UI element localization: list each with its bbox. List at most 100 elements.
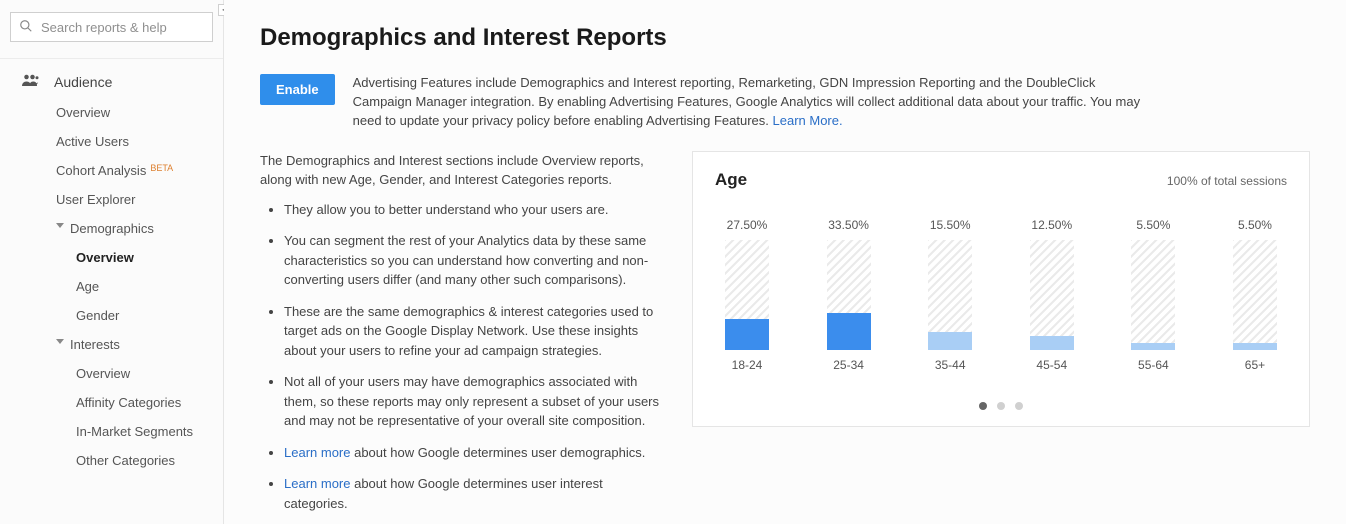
sidebar-item-label: Overview <box>76 366 130 381</box>
bar-percent-label: 27.50% <box>727 218 768 232</box>
bullet-link[interactable]: Learn more <box>284 445 350 460</box>
bar-track <box>928 240 972 350</box>
nav-list: Overview Active Users Cohort AnalysisBETA U… <box>0 98 223 475</box>
enable-button[interactable]: Enable <box>260 74 335 105</box>
search-input[interactable] <box>41 20 204 35</box>
sidebar-item-label: Overview <box>76 250 134 265</box>
search-icon <box>19 19 33 36</box>
bar-percent-label: 33.50% <box>828 218 869 232</box>
enable-description: Advertising Features include Demographic… <box>353 74 1143 131</box>
feature-list-item: You can segment the rest of your Analyti… <box>284 231 660 290</box>
feature-list-item: These are the same demographics & intere… <box>284 302 660 361</box>
bullet-text: You can segment the rest of your Analyti… <box>284 233 648 287</box>
bar-track <box>1131 240 1175 350</box>
sidebar: ◂ Audience OverviewActive UsersCohort An… <box>0 0 224 524</box>
chart-bars-row: 27.50% 18-24 33.50% 25-34 15.50% 35-44 12.50% 4… <box>715 218 1287 372</box>
chart-title: Age <box>715 170 747 190</box>
bar-category-label: 35-44 <box>935 358 966 372</box>
bar-category-label: 18-24 <box>732 358 763 372</box>
nav-section-audience[interactable]: Audience <box>0 59 223 98</box>
search-box[interactable] <box>10 12 213 42</box>
sidebar-item-active-users[interactable]: Active Users <box>0 127 223 156</box>
bar-category-label: 55-64 <box>1138 358 1169 372</box>
bullet-text: These are the same demographics & intere… <box>284 304 653 358</box>
chevron-down-icon <box>56 223 64 228</box>
chevron-down-icon <box>56 339 64 344</box>
sidebar-item-overview[interactable]: Overview <box>0 98 223 127</box>
bullet-text: Not all of your users may have demograph… <box>284 374 659 428</box>
page-title: Demographics and Interest Reports <box>260 24 1310 52</box>
enable-desc-text: Advertising Features include Demographic… <box>353 75 1140 128</box>
feature-list-item: Not all of your users may have demograph… <box>284 372 660 431</box>
bar-category-label: 25-34 <box>833 358 864 372</box>
bar-track <box>725 240 769 350</box>
chart-bar-35-44: 15.50% 35-44 <box>926 218 974 372</box>
bullet-text: They allow you to better understand who … <box>284 202 608 217</box>
chart-header: Age 100% of total sessions <box>715 170 1287 190</box>
chart-bar-55-64: 5.50% 55-64 <box>1129 218 1177 372</box>
sidebar-item-demographics[interactable]: Demographics <box>0 214 223 243</box>
bar-category-label: 45-54 <box>1036 358 1067 372</box>
chart-bar-45-54: 12.50% 45-54 <box>1028 218 1076 372</box>
sidebar-subitem-other-categories[interactable]: Other Categories <box>0 446 223 475</box>
nav-section-label: Audience <box>54 74 112 90</box>
chart-bar-18-24: 27.50% 18-24 <box>723 218 771 372</box>
sidebar-item-cohort-analysis[interactable]: Cohort AnalysisBETA <box>0 156 223 185</box>
bar-fill <box>1233 343 1277 349</box>
learn-more-link[interactable]: Learn More. <box>773 113 843 128</box>
chart-bar-25-34: 33.50% 25-34 <box>825 218 873 372</box>
sidebar-item-label: Active Users <box>56 134 129 149</box>
main-content: Demographics and Interest Reports Enable… <box>224 0 1346 524</box>
intro-paragraph: The Demographics and Interest sections i… <box>260 151 660 190</box>
sidebar-subitem-affinity-categories[interactable]: Affinity Categories <box>0 388 223 417</box>
bar-percent-label: 12.50% <box>1031 218 1072 232</box>
bullet-text: about how Google determines user demogra… <box>350 445 645 460</box>
sidebar-subitem-age[interactable]: Age <box>0 272 223 301</box>
sidebar-item-label: Other Categories <box>76 453 175 468</box>
chart-pager <box>715 402 1287 410</box>
pager-dot-2[interactable] <box>1015 402 1023 410</box>
feature-list-item: They allow you to better understand who … <box>284 200 660 220</box>
sidebar-item-label: Cohort Analysis <box>56 163 146 178</box>
bar-fill <box>1030 336 1074 350</box>
sidebar-subitem-overview[interactable]: Overview <box>0 359 223 388</box>
sidebar-subitem-overview[interactable]: Overview <box>0 243 223 272</box>
feature-list-item: Learn more about how Google determines u… <box>284 443 660 463</box>
content-row: The Demographics and Interest sections i… <box>260 151 1310 524</box>
search-wrap <box>0 0 223 59</box>
feature-list: They allow you to better understand who … <box>260 200 660 524</box>
bar-fill <box>725 319 769 349</box>
bar-percent-label: 5.50% <box>1136 218 1170 232</box>
sidebar-subitem-gender[interactable]: Gender <box>0 301 223 330</box>
bar-track <box>1233 240 1277 350</box>
sidebar-item-label: Gender <box>76 308 119 323</box>
bar-percent-label: 15.50% <box>930 218 971 232</box>
sidebar-item-label: Overview <box>56 105 110 120</box>
chart-subtitle: 100% of total sessions <box>1167 174 1287 188</box>
pager-dot-1[interactable] <box>997 402 1005 410</box>
pager-dot-0[interactable] <box>979 402 987 410</box>
sidebar-item-label: Interests <box>70 337 120 352</box>
bullet-link[interactable]: Learn more <box>284 476 350 491</box>
sidebar-item-interests[interactable]: Interests <box>0 330 223 359</box>
sidebar-item-label: Affinity Categories <box>76 395 181 410</box>
sidebar-subitem-in-market-segments[interactable]: In-Market Segments <box>0 417 223 446</box>
sidebar-item-label: Demographics <box>70 221 154 236</box>
text-column: The Demographics and Interest sections i… <box>260 151 660 524</box>
bar-fill <box>928 332 972 349</box>
feature-list-item: Learn more about how Google determines u… <box>284 474 660 513</box>
sidebar-item-label: User Explorer <box>56 192 135 207</box>
chart-bar-65+: 5.50% 65+ <box>1231 218 1279 372</box>
bar-fill <box>827 313 871 350</box>
bar-track <box>1030 240 1074 350</box>
enable-row: Enable Advertising Features include Demo… <box>260 74 1310 131</box>
bar-percent-label: 5.50% <box>1238 218 1272 232</box>
audience-icon <box>22 73 40 90</box>
bar-fill <box>1131 343 1175 349</box>
sidebar-item-label: In-Market Segments <box>76 424 193 439</box>
bar-track <box>827 240 871 350</box>
bar-category-label: 65+ <box>1245 358 1265 372</box>
sidebar-item-label: Age <box>76 279 99 294</box>
sidebar-item-user-explorer[interactable]: User Explorer <box>0 185 223 214</box>
age-chart-card: Age 100% of total sessions 27.50% 18-24 33… <box>692 151 1310 427</box>
